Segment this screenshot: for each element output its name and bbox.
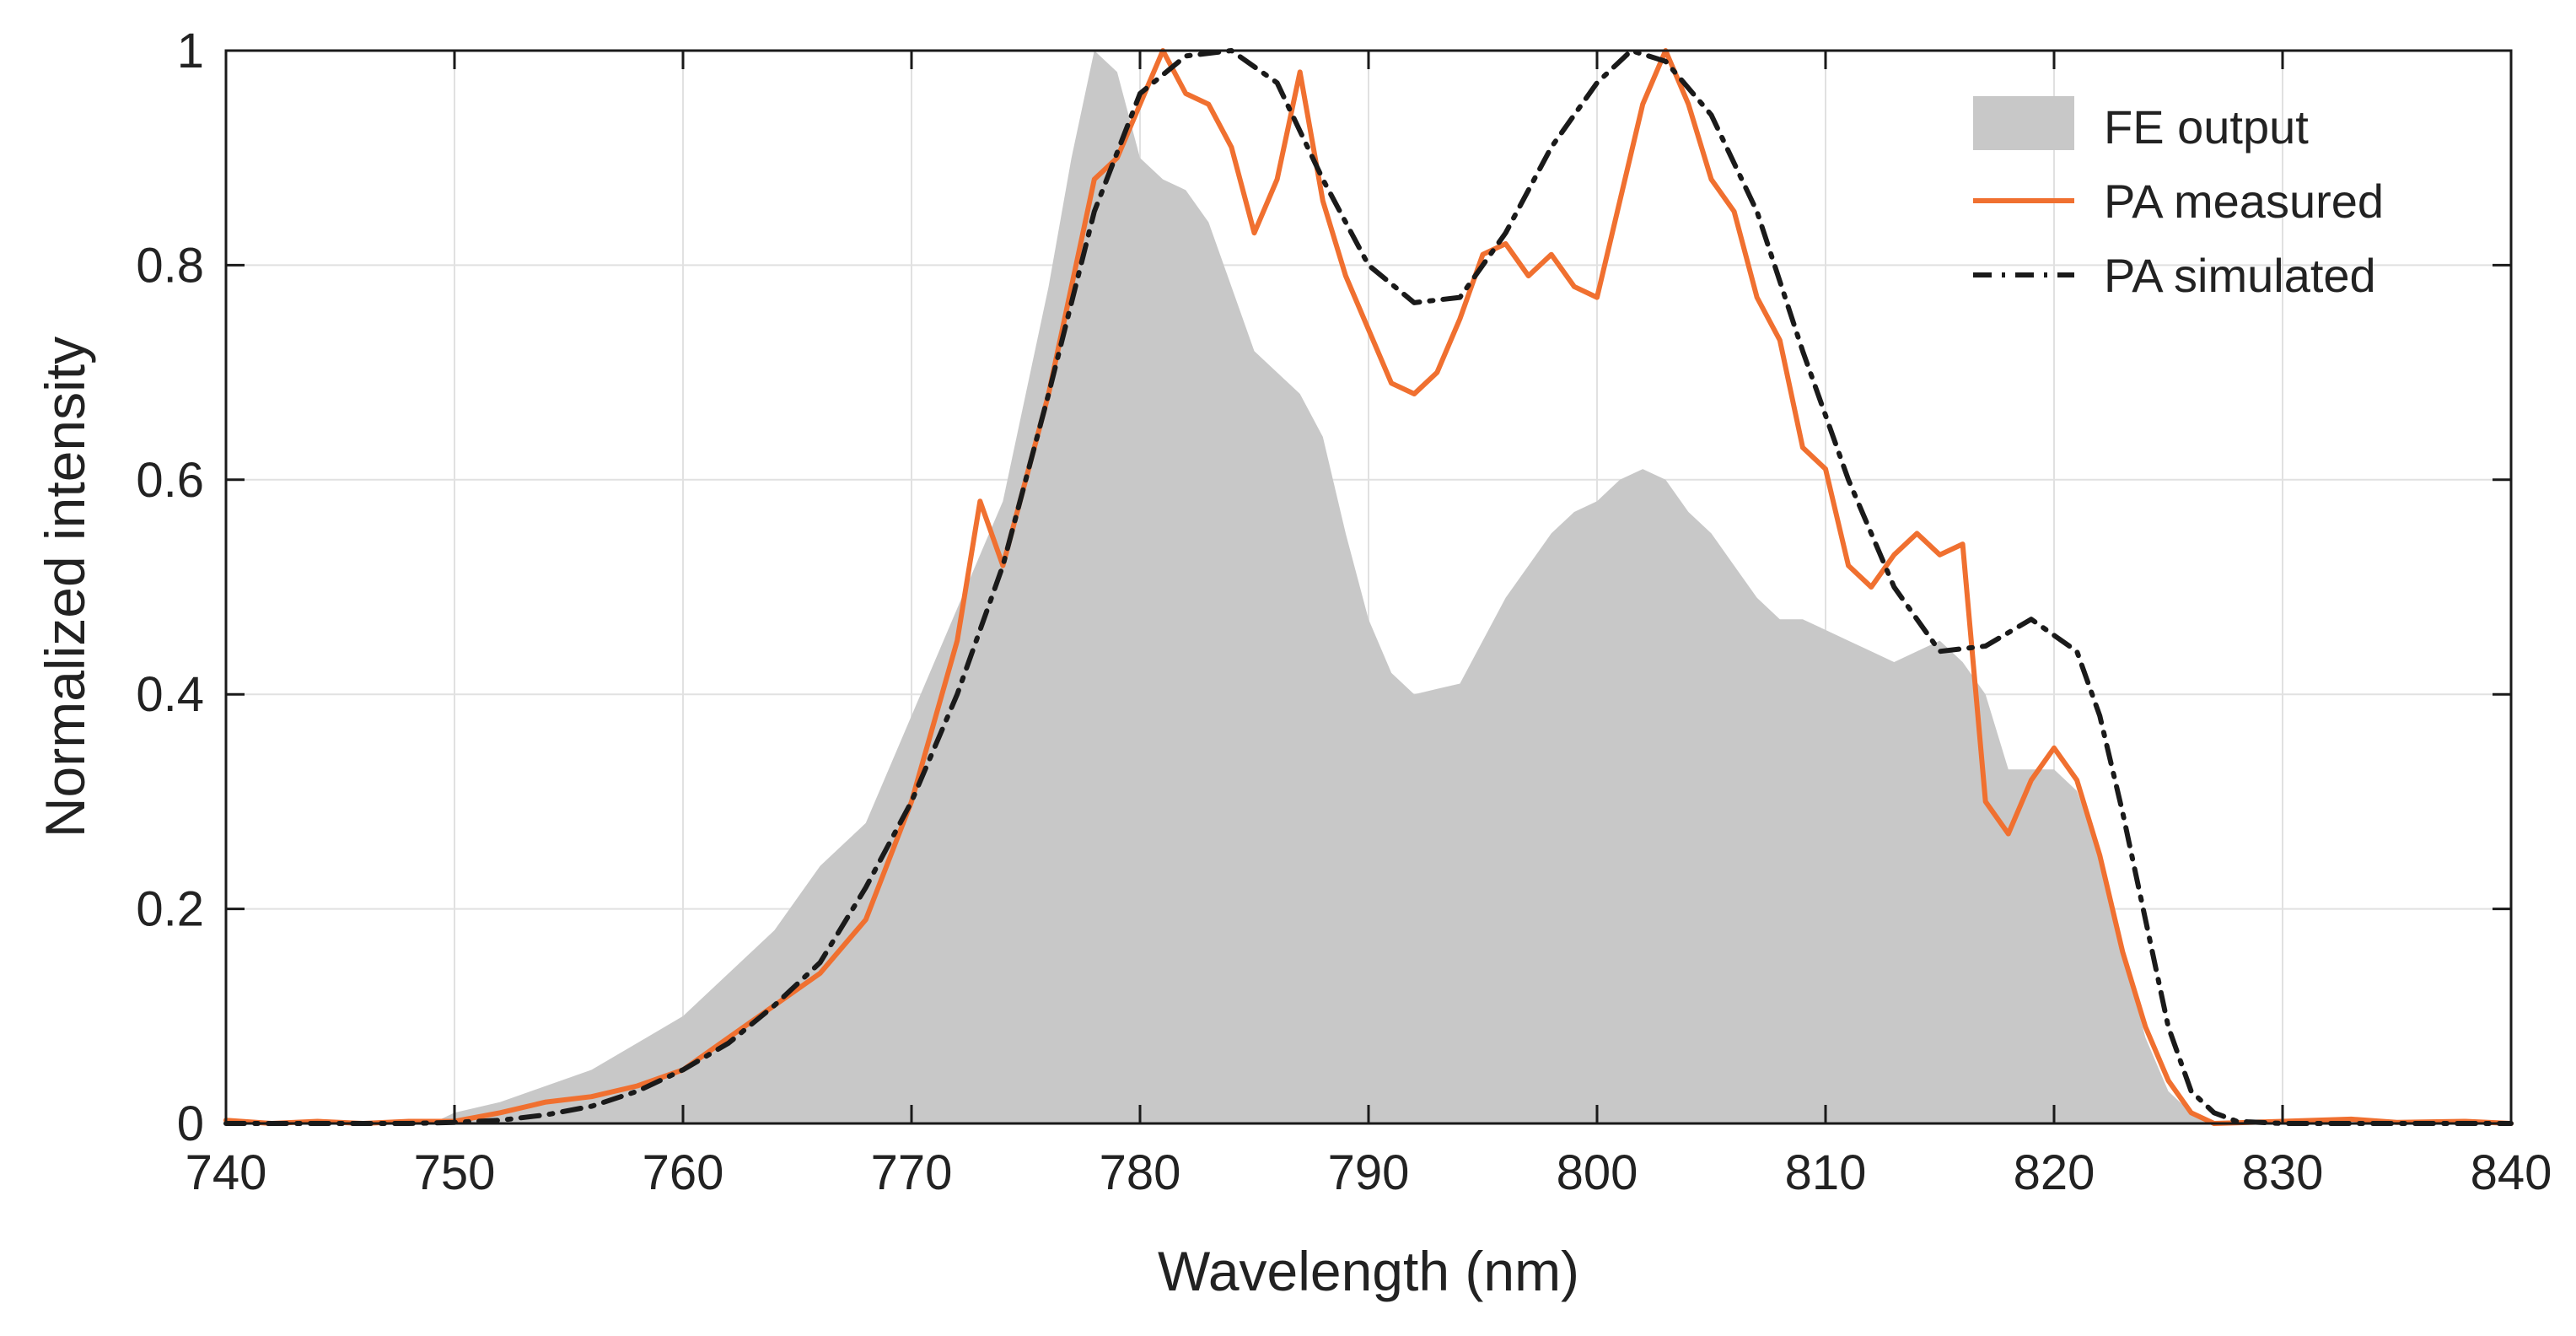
y-tick-label: 0.8 xyxy=(136,238,204,293)
x-tick-label: 750 xyxy=(414,1145,496,1200)
x-tick-label: 790 xyxy=(1328,1145,1410,1200)
legend-label-pa-measured: PA measured xyxy=(2104,175,2384,228)
x-tick-label: 820 xyxy=(2014,1145,2095,1200)
x-tick-label: 800 xyxy=(1557,1145,1638,1200)
legend-label-fe-output: FE output xyxy=(2104,100,2309,154)
series-line-pa-measured xyxy=(223,48,2514,1126)
x-tick-label: 830 xyxy=(2242,1145,2324,1200)
y-tick-label: 0.6 xyxy=(136,453,204,508)
x-tick-label: 810 xyxy=(1785,1145,1867,1200)
y-tick-label: 0 xyxy=(177,1096,204,1151)
x-axis-title: Wavelength (nm) xyxy=(1158,1240,1579,1302)
x-tick-label: 740 xyxy=(186,1145,267,1200)
y-axis-title: Normalized intensity xyxy=(34,337,96,838)
series-layer xyxy=(223,48,2514,1126)
axis-tick-labels: 740 750 760 770 780 790 800 810 820 830 840 0 0.2 0.4… xyxy=(136,24,2552,1200)
y-tick-label: 1 xyxy=(177,24,204,78)
x-tick-label: 780 xyxy=(1100,1145,1181,1200)
series-line-pa-simulated xyxy=(223,48,2514,1126)
legend-label-pa-simulated: PA simulated xyxy=(2104,249,2376,302)
series-area-fe-output xyxy=(226,51,2511,1123)
y-tick-label: 0.4 xyxy=(136,667,204,722)
axis-ticks xyxy=(224,49,2513,1125)
legend: FE output PA measured PA simulated xyxy=(1973,96,2384,302)
x-tick-label: 840 xyxy=(2471,1145,2552,1200)
y-tick-label: 0.2 xyxy=(136,882,204,937)
x-tick-label: 770 xyxy=(871,1145,953,1200)
legend-swatch-fe-output xyxy=(1973,96,2074,150)
x-tick-label: 760 xyxy=(643,1145,724,1200)
